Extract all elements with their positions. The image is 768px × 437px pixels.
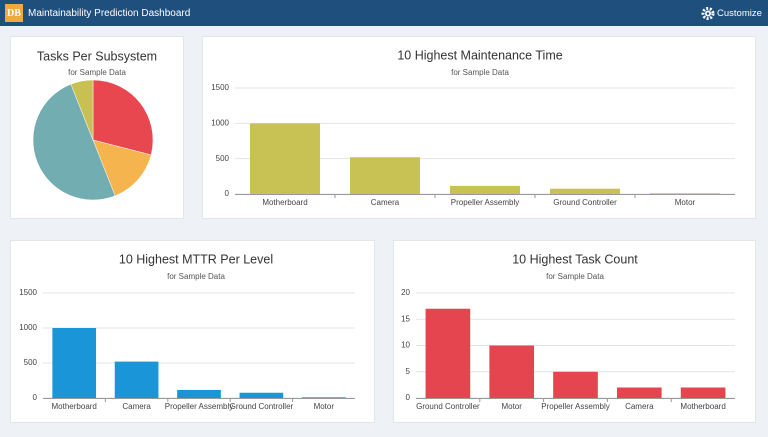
bar xyxy=(616,387,662,398)
customize-button[interactable]: Customize xyxy=(701,7,762,20)
y-tick-label: 1500 xyxy=(211,83,229,92)
chart-subtitle: for Sample Data xyxy=(546,272,604,281)
bar xyxy=(301,397,346,398)
y-tick-label: 20 xyxy=(401,288,410,297)
bar xyxy=(350,157,420,194)
chart-subtitle: for Sample Data xyxy=(451,68,509,77)
x-tick-label: Motherboard xyxy=(262,198,307,207)
y-tick-label: 1000 xyxy=(19,323,37,332)
chart-title: 10 Highest Task Count xyxy=(512,252,638,266)
bar xyxy=(425,308,471,398)
x-tick-label: Motherboard xyxy=(52,402,97,411)
chart-title: 10 Highest Maintenance Time xyxy=(397,48,562,62)
bar xyxy=(550,188,620,194)
logo: DB xyxy=(7,8,21,19)
header-bar xyxy=(0,0,768,26)
bar xyxy=(114,361,159,398)
customize-label[interactable]: Customize xyxy=(717,8,762,19)
x-tick-label: Propeller Assembly xyxy=(451,198,519,207)
x-tick-label: Motherboard xyxy=(680,402,725,411)
bar xyxy=(650,193,720,194)
bar xyxy=(52,328,97,398)
bar xyxy=(239,392,284,398)
y-tick-label: 10 xyxy=(401,341,410,350)
y-tick-label: 1000 xyxy=(211,118,229,127)
y-tick-label: 1500 xyxy=(19,288,37,297)
bar xyxy=(489,345,535,398)
x-tick-label: Ground Controller xyxy=(416,402,480,411)
bar xyxy=(177,389,221,398)
x-tick-label: Camera xyxy=(371,198,400,207)
pie-slice xyxy=(32,83,116,201)
x-tick-label: Motor xyxy=(501,402,522,411)
x-tick-label: Motor xyxy=(675,198,696,207)
x-tick-label: Propeller Assembly xyxy=(165,402,233,411)
chart-title: 10 Highest MTTR Per Level xyxy=(119,252,273,266)
app-title: Maintainability Prediction Dashboard xyxy=(28,8,190,19)
x-tick-label: Motor xyxy=(314,402,335,411)
y-tick-label: 15 xyxy=(401,314,410,323)
logo-box xyxy=(5,4,23,22)
pie-slice xyxy=(92,79,154,156)
chart-title: Tasks Per Subsystem xyxy=(37,49,157,63)
bar xyxy=(450,185,520,194)
x-tick-label: Ground Controller xyxy=(553,198,617,207)
y-tick-label: 0 xyxy=(225,189,230,198)
gear-icon xyxy=(701,7,715,20)
y-tick-label: 500 xyxy=(24,358,38,367)
x-tick-label: Camera xyxy=(625,402,654,411)
gear-hole xyxy=(706,12,710,15)
bar xyxy=(250,123,320,194)
bar xyxy=(680,387,726,398)
pie-slice xyxy=(70,79,94,141)
chart-subtitle: for Sample Data xyxy=(68,68,126,77)
pie-slice xyxy=(92,139,152,197)
y-tick-label: 500 xyxy=(216,154,230,163)
x-tick-label: Camera xyxy=(122,402,151,411)
y-tick-label: 5 xyxy=(406,367,411,376)
x-tick-label: Propeller Assembly xyxy=(541,402,609,411)
chart-subtitle: for Sample Data xyxy=(167,272,225,281)
y-tick-label: 0 xyxy=(33,393,38,402)
x-tick-label: Ground Controller xyxy=(230,402,294,411)
y-tick-label: 0 xyxy=(406,393,411,402)
bar xyxy=(553,371,598,398)
